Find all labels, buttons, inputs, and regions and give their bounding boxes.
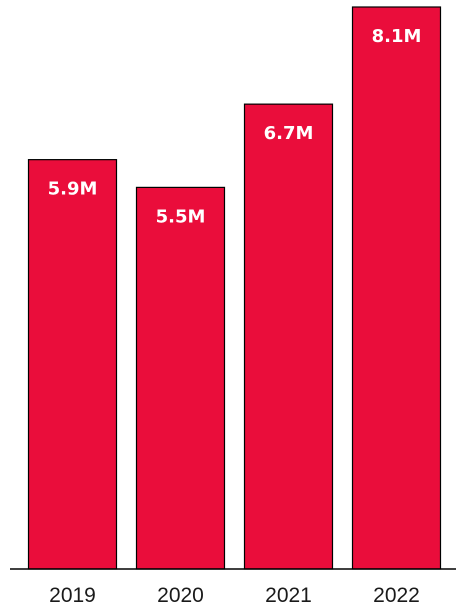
bars-group: 5.9M 5.5M 6.7M 8.1M <box>27 6 442 570</box>
bar-2021 <box>243 103 334 570</box>
x-tick-labels: 2019 2020 2021 2022 <box>49 584 420 607</box>
bar-2019 <box>27 159 118 570</box>
bar-2022 <box>351 6 442 570</box>
bar-2020 <box>135 186 226 570</box>
x-tick-2022: 2022 <box>373 584 420 607</box>
data-label-2020: 5.5M <box>156 206 206 227</box>
x-tick-2021: 2021 <box>265 584 312 607</box>
x-tick-2019: 2019 <box>49 584 96 607</box>
data-label-2019: 5.9M <box>48 179 98 200</box>
data-label-2022: 8.1M <box>372 26 422 47</box>
data-label-2021: 6.7M <box>264 123 314 144</box>
x-tick-2020: 2020 <box>157 584 204 607</box>
